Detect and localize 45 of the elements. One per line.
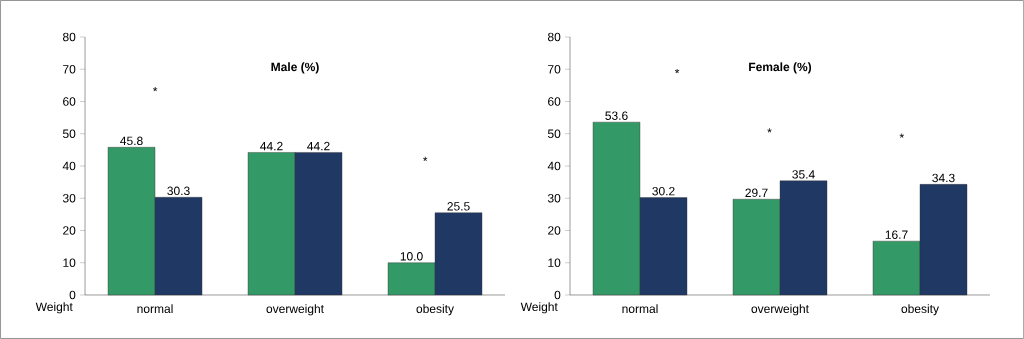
y-tick-label: 10 [548,258,561,267]
y-tick-label: 20 [548,226,561,235]
x-axis-title: Weight [35,302,73,314]
text: Male (%) [271,62,319,74]
annotation: * [899,133,904,138]
text: Female (%) [749,62,812,74]
y-tick-label: 80 [62,32,76,42]
annotation: * [423,156,428,161]
x-axis-title: Weight [520,302,558,314]
y-tick-label: 70 [63,65,76,74]
y-tick-label: 80 [547,32,561,42]
y-tick-label: 50 [62,129,76,138]
x-tick-label: obesity [901,304,939,316]
data-label: 53.6 [605,111,628,120]
y-tick-label: 70 [548,65,561,74]
y-tick-label: 0 [69,290,76,300]
data-label: 44.2 [260,141,283,151]
y-tick-label: 30 [62,194,76,203]
data-label: 10.0 [400,252,423,261]
data-label: 30.2 [652,186,675,196]
y-tick-label: 30 [547,194,561,203]
y-tick-label: 60 [63,97,76,106]
y-tick-label: 60 [548,97,561,106]
data-label: 44.2 [307,141,330,151]
x-tick-label: normal [622,304,658,313]
data-label: 29.7 [745,188,768,197]
y-tick-label: 10 [63,258,76,267]
y-tick-label: 20 [63,226,76,235]
y-tick-label: 40 [62,161,76,171]
data-label: 35.4 [792,170,815,179]
data-label: 30.3 [167,186,190,196]
annotation: * [153,87,158,92]
data-label: 25.5 [447,202,470,211]
y-tick-label: 40 [547,161,561,171]
x-tick-label: overweight [751,304,809,316]
y-tick-label: 0 [554,290,561,300]
y-tick-label: 50 [547,129,561,138]
annotation: * [674,68,680,74]
x-tick-label: overweight [266,304,324,316]
data-label: 16.7 [885,230,908,239]
x-tick-label: normal [137,304,173,313]
data-label: 45.8 [120,136,143,146]
data-label: 34.3 [932,173,955,183]
x-tick-label: obesity [416,304,454,316]
annotation: * [767,128,772,133]
